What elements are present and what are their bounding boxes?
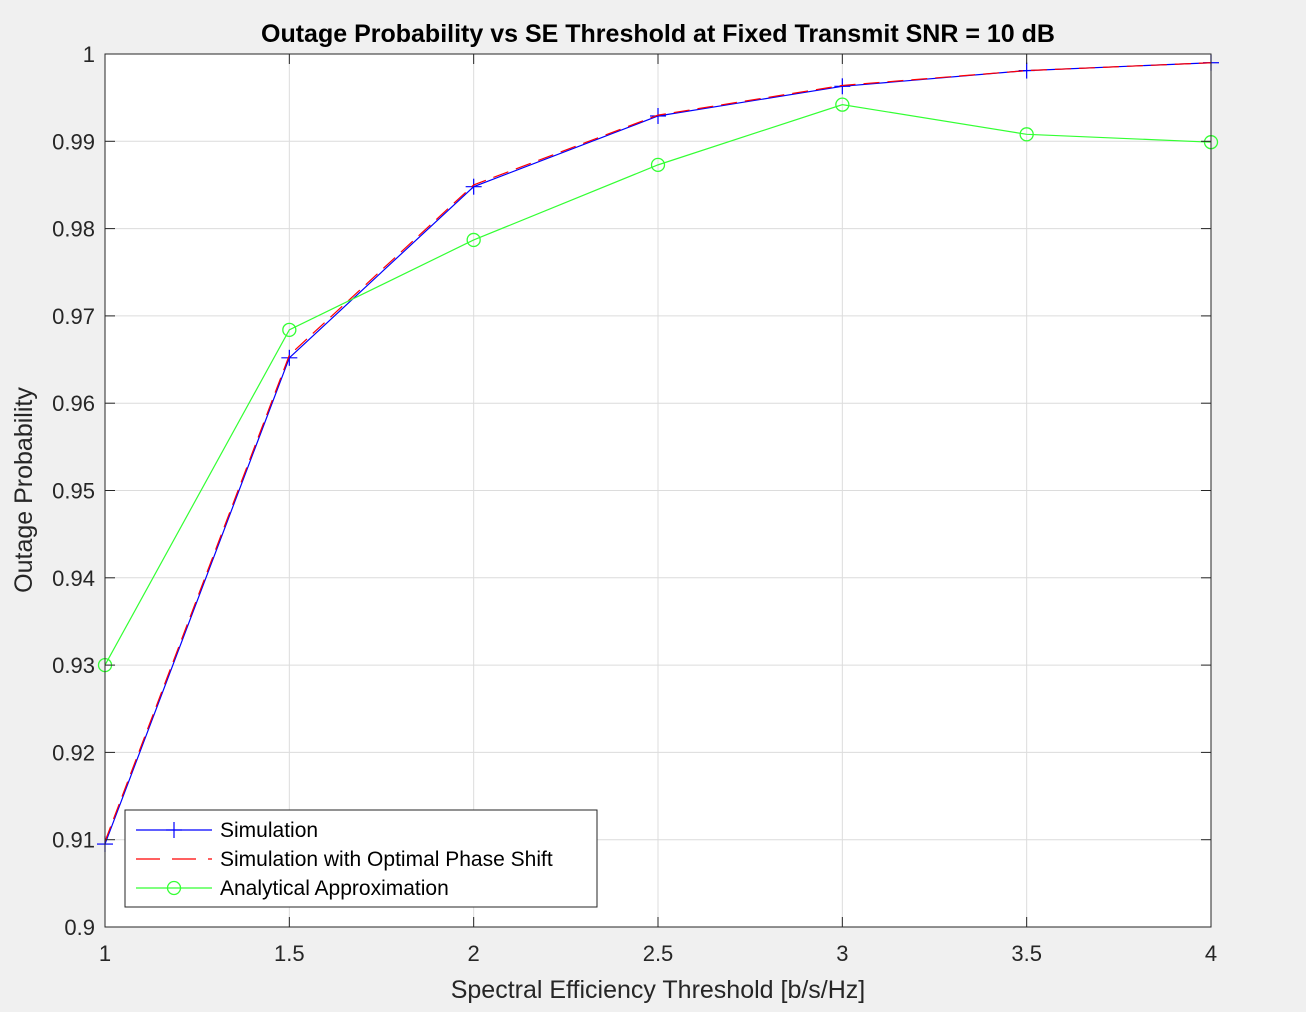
x-tick-label: 1.5: [274, 941, 305, 966]
legend-label: Simulation: [220, 819, 318, 842]
chart-title: Outage Probability vs SE Threshold at Fi…: [261, 20, 1055, 48]
y-tick-label: 0.92: [52, 740, 95, 765]
x-axis-label: Spectral Efficiency Threshold [b/s/Hz]: [451, 976, 866, 1004]
y-tick-label: 0.95: [52, 479, 95, 504]
y-tick-label: 0.9: [64, 915, 95, 940]
y-tick-label: 0.99: [52, 129, 95, 154]
data-point: [281, 349, 298, 366]
y-tick-label: 0.96: [52, 391, 95, 416]
data-point: [835, 97, 850, 112]
data-point: [466, 232, 481, 248]
data-point: [650, 157, 666, 173]
series-2: [104, 62, 1212, 842]
axis-ticks: [104, 53, 1212, 928]
data-point: [650, 107, 666, 124]
legend-entries: Simulation Simulation with Optimal Phase …: [136, 819, 553, 900]
legend-entry: Simulation with Optimal Phase Shift: [136, 848, 553, 871]
legend-box: [124, 809, 598, 908]
data-point: [834, 78, 851, 95]
legend-label: Simulation with Optimal Phase Shift: [220, 848, 553, 871]
data-point: [465, 178, 482, 195]
x-tick-label: 1: [99, 941, 111, 966]
data-point: [282, 322, 297, 338]
y-tick-label: 0.93: [52, 653, 95, 678]
legend-label: Analytical Approximation: [220, 877, 449, 900]
data-point: [1019, 127, 1034, 142]
y-tick-label: 0.97: [52, 304, 95, 329]
tick-labels: 1 1.5 2 2.5 3 3.5 4 0.9 0.91 0.92 0.93 0.94 0.95 0.96…: [52, 42, 1217, 966]
legend[interactable]: Simulation Simulation with Optimal Phase …: [124, 809, 598, 908]
x-tick-label: 3.5: [1011, 941, 1042, 966]
legend-marker: [166, 880, 182, 896]
series-1: [97, 54, 1219, 853]
series-line: [104, 104, 1212, 666]
y-tick-label: 0.94: [52, 566, 95, 591]
x-tick-label: 2.5: [643, 941, 674, 966]
legend-entry: Analytical Approximation: [136, 877, 449, 900]
series-line: [104, 62, 1212, 842]
legend-marker: [166, 822, 182, 838]
x-tick-label: 3: [836, 941, 848, 966]
legend-entry: Simulation: [136, 819, 318, 842]
y-tick-label: 1: [83, 42, 95, 67]
x-tick-label: 4: [1205, 941, 1217, 966]
y-axis-label: Outage Probability: [10, 387, 38, 593]
y-tick-label: 0.91: [52, 828, 95, 853]
data-series: [97, 54, 1219, 853]
y-tick-label: 0.98: [52, 217, 95, 242]
x-tick-label: 2: [468, 941, 480, 966]
